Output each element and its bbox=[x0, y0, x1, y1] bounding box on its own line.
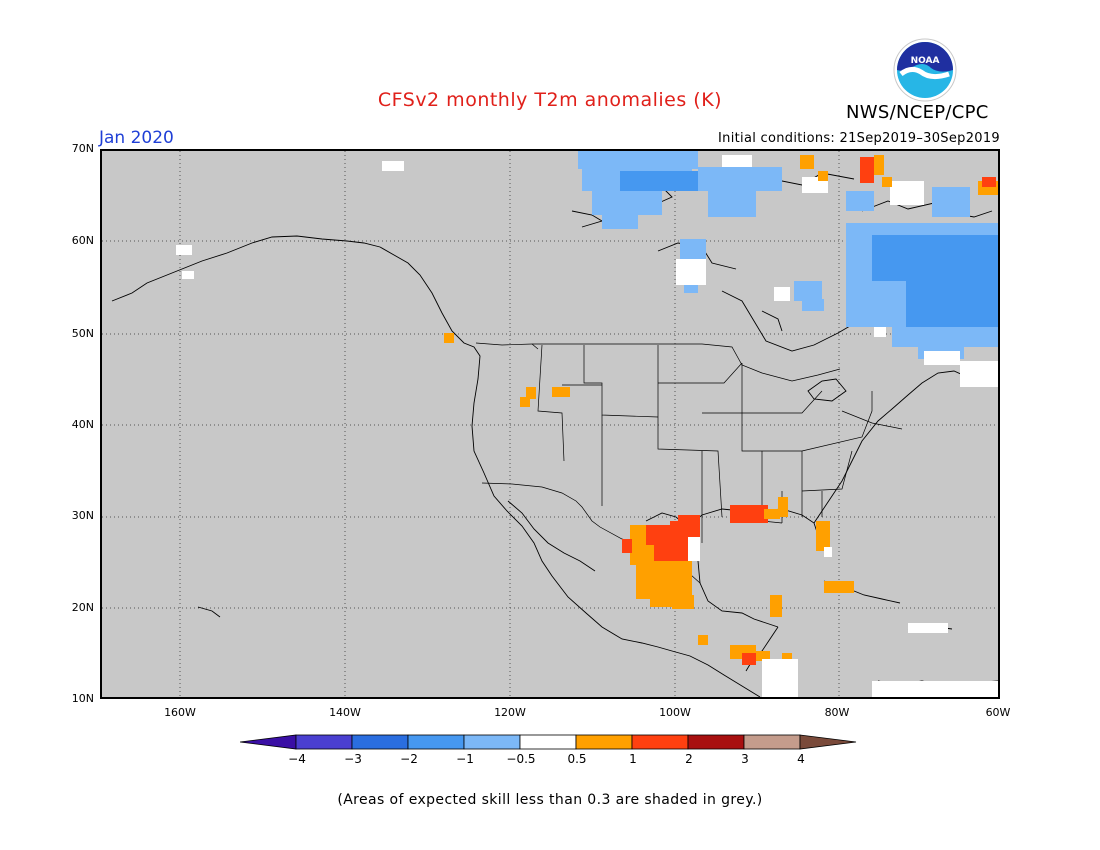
skill-note: (Areas of expected skill less than 0.3 a… bbox=[337, 792, 763, 808]
initial-conditions: Initial conditions: 21Sep2019–30Sep2019 bbox=[718, 131, 1000, 146]
chart-title: CFSv2 monthly T2m anomalies (K) bbox=[377, 89, 723, 111]
lat-label-50n: 50N bbox=[71, 327, 94, 340]
agency-label: NWS/NCEP/CPC bbox=[846, 102, 989, 123]
colorbar-swatch-7 bbox=[631, 734, 689, 750]
noaa-logo: NOAA bbox=[893, 38, 957, 102]
colorbar-swatch-4 bbox=[463, 734, 521, 750]
colorbar-swatch-0 bbox=[240, 734, 297, 750]
lat-label-40n: 40N bbox=[71, 418, 94, 431]
colorbar bbox=[240, 734, 857, 750]
colorbar-swatch-3 bbox=[407, 734, 465, 750]
borders bbox=[475, 342, 903, 584]
colorbar-swatch-6 bbox=[575, 734, 633, 750]
lon-label-140w: 140W bbox=[329, 706, 361, 719]
colorbar-swatch-5 bbox=[519, 734, 577, 750]
colorbar-label-m1: −1 bbox=[456, 752, 474, 766]
lat-label-10n: 10N bbox=[71, 692, 94, 705]
colorbar-label-p05: 0.5 bbox=[567, 752, 587, 766]
anomaly-map bbox=[100, 149, 1000, 699]
lon-label-80w: 80W bbox=[824, 706, 850, 719]
anomaly-cells bbox=[176, 151, 998, 697]
colorbar-label-m4: −4 bbox=[288, 752, 306, 766]
colorbar-label-p1: 1 bbox=[629, 752, 637, 766]
colorbar-swatch-2 bbox=[351, 734, 409, 750]
colorbar-swatch-9 bbox=[743, 734, 801, 750]
colorbar-swatch-1 bbox=[295, 734, 353, 750]
lat-label-70n: 70N bbox=[71, 142, 94, 155]
lat-label-60n: 60N bbox=[71, 234, 94, 247]
colorbar-label-m05: −0.5 bbox=[506, 752, 536, 766]
colorbar-label-p4: 4 bbox=[797, 752, 805, 766]
colorbar-swatch-10 bbox=[799, 734, 857, 750]
lat-label-30n: 30N bbox=[71, 509, 94, 522]
colorbar-label-p2: 2 bbox=[685, 752, 693, 766]
colorbar-label-m2: −2 bbox=[400, 752, 418, 766]
lon-label-120w: 120W bbox=[494, 706, 526, 719]
lat-label-20n: 20N bbox=[71, 601, 94, 614]
lon-label-100w: 100W bbox=[659, 706, 691, 719]
colorbar-swatch-8 bbox=[687, 734, 745, 750]
colorbar-label-m3: −3 bbox=[344, 752, 362, 766]
logo-text: NOAA bbox=[911, 56, 940, 66]
graticule bbox=[102, 151, 998, 697]
forecast-month: Jan 2020 bbox=[99, 128, 174, 148]
lon-label-160w: 160W bbox=[164, 706, 196, 719]
lon-label-60w: 60W bbox=[985, 706, 1011, 719]
colorbar-label-p3: 3 bbox=[741, 752, 749, 766]
map-canvas bbox=[102, 151, 998, 697]
